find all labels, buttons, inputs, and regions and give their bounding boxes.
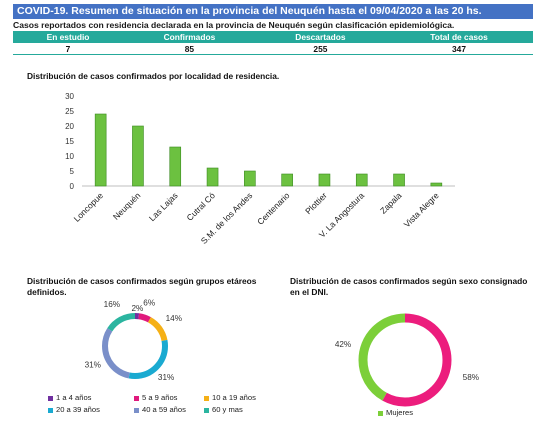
slice-label: 16%	[104, 300, 120, 309]
summary-header-row: En estudio Confirmados Descartados Total…	[13, 31, 533, 43]
bar	[355, 173, 368, 187]
legend-item: 60 y mas	[204, 405, 243, 414]
legend-item: Mujeres	[378, 408, 413, 417]
slice-label: 2%	[131, 304, 143, 313]
legend-swatch	[134, 395, 139, 401]
header-confirmados: Confirmados	[123, 31, 256, 43]
x-tick-label: Centenario	[255, 190, 292, 227]
legend-swatch	[204, 407, 209, 413]
sex-chart-title: Distribución de casos confirmados según …	[290, 276, 528, 297]
legend-label: 1 a 4 años	[56, 393, 92, 402]
y-tick-label: 5	[70, 167, 75, 176]
legend-item: 20 a 39 años	[48, 405, 100, 414]
legend-label: Mujeres	[386, 408, 414, 417]
slice-label: 31%	[158, 373, 174, 382]
bar	[94, 113, 107, 187]
report-subtitle: Casos reportados con residencia declarad…	[13, 20, 455, 30]
y-tick-label: 10	[65, 152, 74, 161]
y-tick-label: 15	[65, 137, 74, 146]
bar	[318, 173, 331, 187]
sex-donut-chart: 58% 42%	[335, 313, 479, 407]
legend-label: 40 a 59 años	[142, 405, 186, 414]
bar	[393, 173, 405, 187]
donut-slice	[358, 313, 452, 407]
legend-item: 1 a 4 años	[48, 393, 91, 402]
slice-label: 14%	[166, 314, 182, 323]
age-legend: 1 a 4 años 5 a 9 años 10 a 19 años 20 a 39 …	[48, 393, 288, 421]
report-banner: COVID-19. Resumen de situación en la pro…	[13, 4, 533, 19]
x-tick-label: Loncopue	[72, 190, 106, 224]
x-tick-label: Vista Alegre	[402, 190, 441, 229]
legend-label: 5 a 9 años	[142, 393, 178, 402]
legend-swatch	[378, 410, 383, 416]
bar-chart: 0 5 10 15 20 25 30 Loncopue Neuquén Las Lajas Cutr…	[65, 92, 455, 246]
legend-item: 5 a 9 años	[134, 393, 177, 402]
summary-table: En estudio Confirmados Descartados Total…	[13, 31, 533, 55]
slice-label: 58%	[463, 373, 479, 382]
legend-label: 20 a 39 años	[56, 405, 100, 414]
legend-swatch	[48, 407, 53, 413]
header-descartados: Descartados	[255, 31, 386, 43]
bar	[430, 182, 443, 187]
bar-chart-title: Distribución de casos confirmados por lo…	[27, 71, 280, 81]
slice-label: 6%	[143, 298, 155, 307]
value-en-estudio: 7	[13, 43, 124, 55]
value-descartados: 255	[255, 43, 386, 55]
legend-item: 10 a 19 años	[204, 393, 256, 402]
bar	[206, 167, 219, 187]
donut-slice	[102, 313, 168, 379]
slice-label: 31%	[85, 360, 101, 369]
legend-swatch	[134, 407, 139, 413]
age-chart-title: Distribución de casos confirmados según …	[27, 276, 257, 297]
legend-swatch	[48, 395, 53, 401]
bar	[132, 125, 144, 187]
x-tick-label: Zapala	[378, 190, 404, 216]
legend-swatch	[204, 395, 209, 401]
legend-label: 60 y mas	[212, 405, 243, 414]
y-tick-label: 25	[65, 107, 74, 116]
value-confirmados: 85	[123, 43, 256, 55]
x-tick-label: Las Lajas	[147, 190, 180, 223]
value-total: 347	[385, 43, 533, 55]
bar	[169, 146, 182, 187]
donut-slice	[102, 313, 168, 379]
slice-label: 42%	[335, 340, 351, 349]
header-en-estudio: En estudio	[13, 31, 124, 43]
y-tick-label: 0	[70, 182, 75, 191]
x-tick-label: Neuquén	[111, 190, 143, 222]
age-donut-chart: 2%6% 14% 31% 31% 16%	[85, 298, 182, 382]
legend-label: 10 a 19 años	[212, 393, 256, 402]
y-tick-label: 30	[65, 92, 74, 101]
x-tick-label: Cutral Có	[185, 190, 218, 223]
bar	[244, 170, 256, 187]
legend-item: 40 a 59 años	[134, 405, 186, 414]
y-tick-label: 20	[65, 122, 74, 131]
sex-legend: Mujeres	[378, 408, 478, 420]
header-total: Total de casos	[385, 31, 533, 43]
x-tick-label: Plottier	[303, 190, 329, 216]
bar	[281, 173, 293, 187]
summary-value-row: 7 85 255 347	[13, 43, 533, 55]
donut-slice	[102, 313, 168, 379]
